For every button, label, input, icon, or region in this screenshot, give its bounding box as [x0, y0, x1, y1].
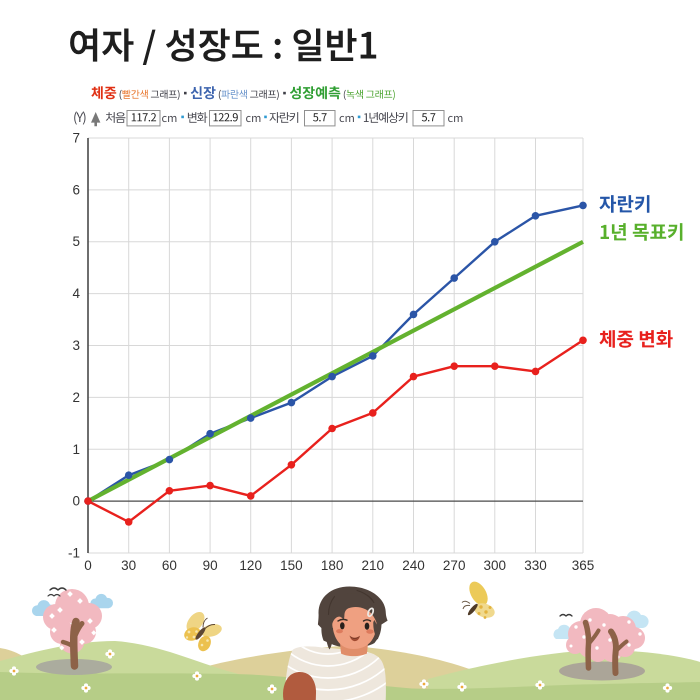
svg-text:210: 210 — [362, 558, 385, 573]
svg-text:60: 60 — [162, 558, 177, 573]
svg-text:0: 0 — [84, 558, 92, 573]
svg-text:2: 2 — [72, 390, 80, 405]
svg-text:90: 90 — [203, 558, 218, 573]
svg-text:330: 330 — [524, 558, 547, 573]
svg-text:300: 300 — [484, 558, 507, 573]
svg-text:270: 270 — [443, 558, 466, 573]
svg-text:3: 3 — [72, 338, 80, 353]
svg-text:5: 5 — [72, 234, 80, 249]
svg-text:30: 30 — [121, 558, 136, 573]
svg-text:-1: -1 — [68, 546, 80, 561]
svg-text:240: 240 — [402, 558, 425, 573]
svg-text:4: 4 — [72, 286, 80, 301]
svg-text:6: 6 — [72, 182, 80, 197]
svg-text:365: 365 — [572, 558, 595, 573]
svg-text:7: 7 — [72, 131, 80, 146]
svg-text:1: 1 — [72, 442, 80, 457]
svg-text:120: 120 — [239, 558, 262, 573]
svg-text:150: 150 — [280, 558, 303, 573]
svg-text:180: 180 — [321, 558, 344, 573]
svg-text:0: 0 — [72, 494, 80, 509]
